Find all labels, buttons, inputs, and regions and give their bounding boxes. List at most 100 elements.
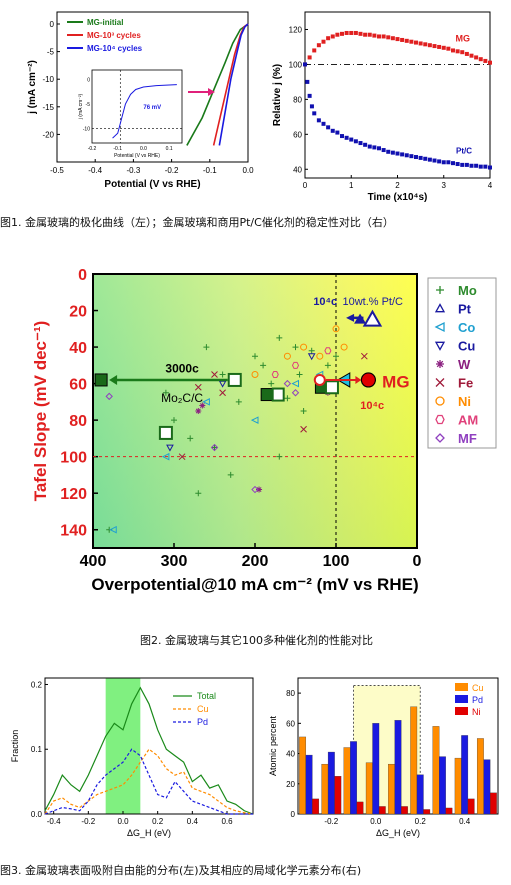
legend-label: Cu: [458, 339, 475, 354]
y-tick-label: 80: [286, 689, 295, 698]
figure3-caption: 图3. 金属玻璃表面吸附自由能的分布(左)及其相应的局域化学元素分布(右): [0, 864, 362, 877]
data-point-mo: [324, 362, 331, 369]
x-tick-label: 0.0: [242, 166, 254, 175]
data-point: [326, 36, 331, 41]
data-point: [303, 62, 307, 67]
data-point: [395, 151, 400, 156]
data-point: [460, 162, 465, 167]
x-tick-label: -0.2: [81, 817, 95, 826]
bar-ni: [467, 798, 475, 815]
data-point: [330, 34, 335, 39]
data-point: [307, 55, 312, 60]
data-point: [344, 30, 349, 35]
data-point: [349, 137, 354, 142]
bar-pd: [350, 741, 357, 815]
y-tick-label: 0.0: [31, 810, 43, 819]
x-tick-label: -0.4: [47, 817, 61, 826]
x-tick-label: 0: [303, 181, 308, 190]
data-point: [427, 157, 432, 162]
data-point: [381, 34, 386, 39]
x-tick-label: 1: [349, 181, 354, 190]
data-point: [432, 44, 437, 49]
data-point: [372, 145, 377, 150]
legend-label: MG-initial: [87, 18, 123, 27]
y-tick-label: 80: [69, 413, 87, 430]
y-tick-label: 140: [60, 523, 87, 540]
x-tick-label: 2: [395, 181, 400, 190]
x-tick-label: 300: [161, 553, 188, 570]
data-point: [446, 160, 451, 165]
highlight-mo-square: [158, 425, 173, 440]
y-tick-label: -10: [42, 75, 54, 84]
data-point-ni: [251, 370, 259, 378]
data-point: [316, 118, 321, 123]
legend-label: Pd: [197, 717, 208, 727]
data-point: [312, 111, 317, 116]
inset-frame: [91, 69, 183, 144]
data-point-mf: [210, 443, 219, 452]
legend-label: MF: [458, 431, 477, 446]
legend-marker: [434, 321, 445, 333]
data-point-mo: [195, 490, 202, 497]
data-point: [460, 50, 465, 55]
data-point: [432, 158, 437, 163]
inset-y-tick-label: -10: [83, 126, 90, 132]
data-point: [483, 58, 488, 63]
annotation-mg-cycles: 10⁴c: [360, 400, 384, 412]
highlight-mo2c-initial: [227, 372, 242, 387]
bar-ni: [312, 798, 320, 815]
x-tick-label: -0.1: [203, 166, 217, 175]
x-tick-label: 0.0: [117, 817, 129, 826]
data-point: [474, 55, 479, 60]
highlight-mo-square: [260, 388, 274, 402]
data-point: [423, 42, 428, 47]
legend-label: Pt: [458, 302, 472, 317]
data-point: [437, 44, 442, 49]
legend-label: Pd: [472, 695, 483, 705]
x-axis-label: Overpotential@10 mA cm⁻² (mV vs RHE): [91, 575, 418, 594]
data-point: [367, 144, 372, 149]
series-line: [44, 748, 253, 815]
data-point-co: [250, 416, 259, 424]
figure1-caption: 图1. 金属玻璃的极化曲线（左）；金属玻璃和商用Pt/C催化剂的稳定性对比（右）: [0, 216, 394, 229]
data-point-mo: [292, 344, 299, 351]
data-point-ni: [283, 352, 291, 360]
data-point: [423, 156, 428, 161]
data-point: [455, 49, 460, 54]
data-point: [335, 130, 340, 135]
highlight-mo-square: [271, 387, 285, 402]
legend-label: W: [458, 357, 471, 372]
data-point: [427, 43, 432, 48]
legend-label: Cu: [472, 683, 484, 693]
bar-pd: [327, 751, 335, 815]
y-tick-label: 20: [69, 304, 87, 321]
data-point-fe: [211, 371, 218, 378]
data-point-co: [291, 379, 299, 388]
x-tick-label: 0.4: [187, 817, 199, 826]
data-point-ni: [300, 343, 308, 351]
bar-cu: [410, 706, 418, 815]
legend-label: Ni: [458, 394, 471, 409]
data-point: [414, 40, 418, 45]
y-tick-label: -20: [42, 130, 54, 139]
bar-pd: [372, 723, 380, 815]
y-tick-label: 60: [293, 130, 302, 139]
data-point-mo: [276, 453, 283, 460]
x-axis-label: ΔG_H (eV): [127, 828, 171, 838]
data-point: [307, 93, 312, 98]
data-point: [418, 41, 423, 46]
legend-marker: [435, 378, 445, 387]
data-point-cu: [218, 380, 227, 388]
y-tick-label: 20: [286, 780, 295, 789]
bar-cu: [365, 762, 373, 815]
data-point: [344, 135, 349, 140]
bar-cu: [432, 726, 440, 815]
polarization-chart: -0.5 -0.4 -0.3 -0.2 -0.1 0.0 0 -5 -10 -15 -20 Poten…: [27, 11, 254, 190]
data-point: [400, 152, 405, 157]
data-point: [372, 33, 377, 38]
data-point-ni: [316, 352, 324, 360]
figure2-caption: 图2. 金属玻璃与其它100多种催化剂的性能对比: [140, 634, 373, 647]
arrow-mg-head: [355, 375, 362, 384]
legend-marker: [434, 303, 446, 313]
